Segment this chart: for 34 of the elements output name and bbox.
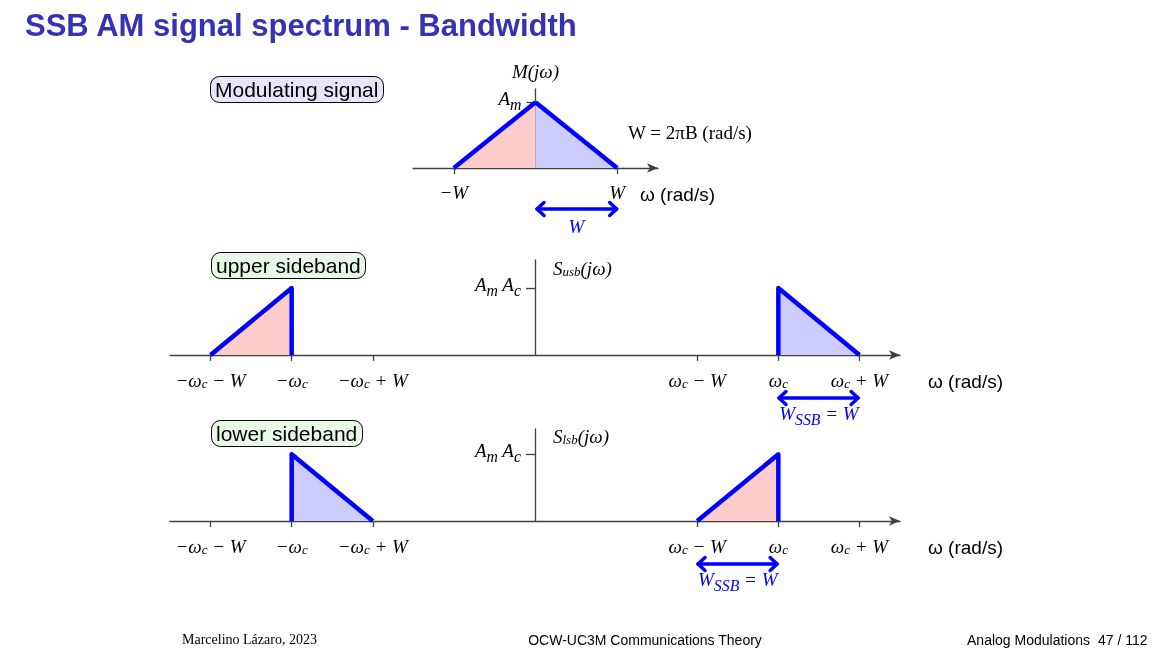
x-axis-title: ω (rad/s) [928, 371, 1004, 392]
chart-subtitle: upper sideband [216, 254, 361, 277]
text: Marcelino Lázaro, 2023 [182, 631, 317, 649]
text: W$_{SSB}$ = W [698, 569, 778, 596]
x-axis-title: ω (rad/s) [640, 184, 716, 205]
text: W [568, 216, 585, 238]
x-tick-label: ωc + W [830, 535, 891, 557]
x-tick-label: −ωc [275, 535, 308, 557]
text: W$_{SSB}$ = W [779, 403, 859, 430]
annotation: A$_{m}$ [498, 88, 522, 116]
text: OCW-UC3M Communications Theory [528, 631, 762, 649]
x-tick-label: −ωc − W [175, 369, 248, 391]
annotation: A$_{m}$ A$_{c}$ [474, 440, 521, 468]
annotation: W = 2πB (rad/s) [628, 121, 752, 145]
y-axis-title: Susb(jω) [553, 257, 612, 280]
x-tick-label: −W [439, 182, 471, 203]
y-axis-title: Slsb(jω) [553, 425, 610, 448]
text: Analog Modulations [967, 631, 1090, 649]
text: 47 / 112 [1098, 631, 1148, 649]
x-tick-label: −ωc [275, 369, 308, 391]
x-tick-label: ωc + W [830, 369, 891, 391]
x-tick-label: −ωc + W [337, 535, 411, 557]
x-axis-title: ω (rad/s) [928, 537, 1004, 558]
x-tick-label: −ωc + W [337, 369, 411, 391]
chart-subtitle: lower sideband [216, 422, 358, 445]
chart-subtitle: Modulating signal [215, 78, 379, 101]
x-tick-label: ωc − W [668, 369, 729, 391]
x-tick-label: −ωc − W [175, 535, 248, 557]
x-tick-label: ωc [768, 369, 789, 391]
y-axis-title: M(jω) [510, 61, 560, 83]
chart-title: SSB AM signal spectrum - Bandwidth [25, 8, 577, 43]
annotation: A$_{m}$ A$_{c}$ [474, 274, 521, 301]
x-tick-label: ωc − W [668, 535, 729, 557]
x-tick-label: ωc [768, 535, 789, 557]
